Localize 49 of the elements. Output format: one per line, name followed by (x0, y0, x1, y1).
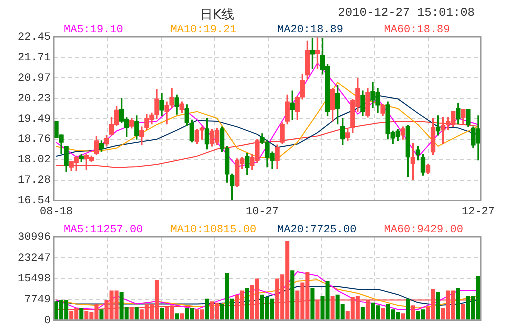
bar (360, 306, 365, 320)
y-tick-label: 20.23 (18, 93, 51, 106)
y-tick-label: 15498 (18, 274, 51, 286)
y-tick-label: 16.54 (18, 196, 52, 208)
bar (134, 306, 139, 320)
y-tick-label: 17.28 (18, 175, 51, 188)
bar (245, 288, 250, 320)
bar (175, 314, 180, 320)
bar (80, 308, 84, 320)
x-tick-label: 10-27 (246, 206, 279, 218)
bar (401, 314, 406, 320)
x-tick-label: 12-27 (462, 206, 495, 218)
text: MA20:7725.00 (278, 224, 357, 236)
text: MA60:9429.00 (384, 224, 464, 236)
x-tick-label: 08-18 (40, 206, 74, 218)
text: MA5:19.10 (64, 24, 124, 36)
bar (411, 306, 416, 320)
bar (310, 288, 315, 320)
y-tick-label: 23247 (18, 252, 51, 265)
bar (316, 300, 320, 320)
bar (100, 310, 104, 320)
text: MA10:10815.00 (170, 224, 257, 236)
bar (461, 304, 466, 320)
y-tick-label: 7749 (24, 294, 51, 306)
text: MA60:18.89 (384, 24, 450, 36)
y-tick-label: 30996 (18, 232, 51, 244)
bar (290, 270, 295, 320)
bar (436, 292, 440, 320)
text: MA20:18.89 (278, 24, 344, 36)
y-tick-label: 21.71 (18, 52, 52, 64)
bar (456, 288, 460, 320)
text: 2010-12-27 15:01:08 (338, 6, 475, 20)
bar (130, 306, 134, 320)
bar (160, 308, 164, 320)
y-tick-label: 0 (44, 315, 51, 328)
text: MA10:19.21 (170, 24, 238, 36)
bar (366, 300, 370, 320)
text: MA5:11257.00 (64, 224, 144, 236)
y-tick-label: 20.97 (18, 72, 51, 85)
y-tick-label: 22.45 (18, 32, 51, 44)
bar (381, 308, 386, 320)
y-tick-label: 19.49 (18, 114, 51, 126)
bar (180, 314, 184, 320)
bar (330, 296, 335, 320)
bar (406, 298, 410, 320)
y-tick-label: 18.76 (18, 134, 51, 146)
y-tick-label: 18.02 (18, 154, 51, 167)
bar (205, 298, 210, 320)
chart-title: 日K线 (200, 7, 235, 24)
